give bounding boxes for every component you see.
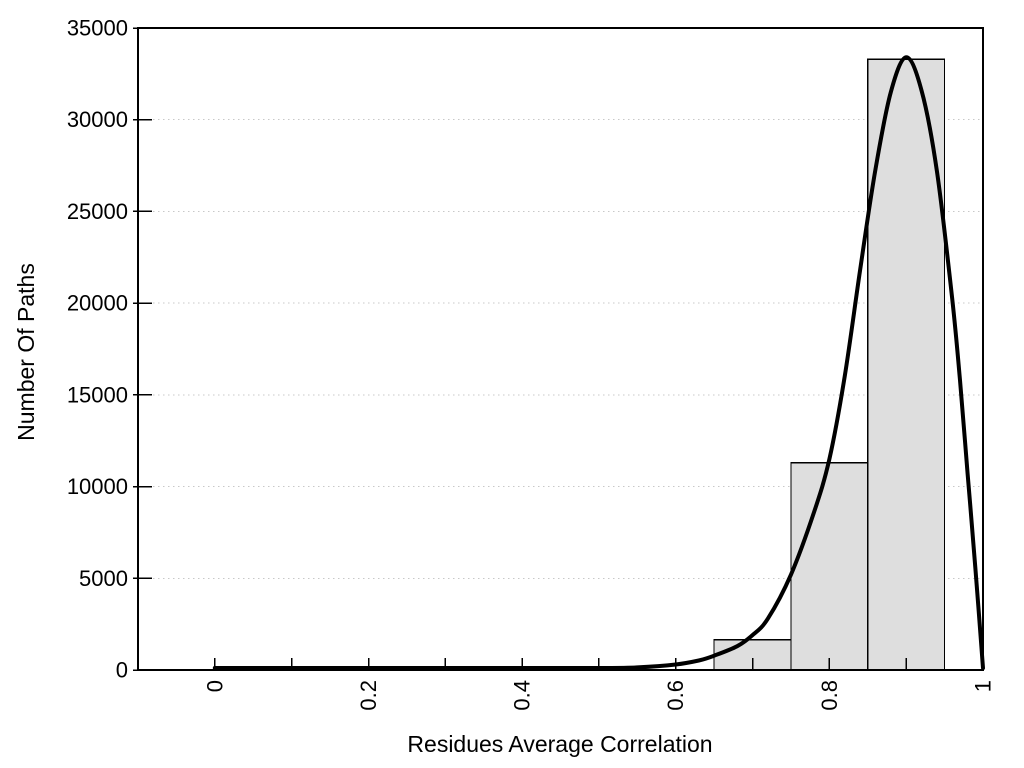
histogram-bar-1 bbox=[790, 462, 869, 671]
plot-border bbox=[137, 27, 984, 671]
x-tick-label-0: 0 bbox=[202, 680, 227, 692]
histogram-bars-layer bbox=[713, 58, 946, 671]
fit-curve-layer bbox=[212, 55, 985, 670]
y-tick-label-5000: 5000 bbox=[79, 566, 128, 591]
histogram-bar-2 bbox=[867, 58, 946, 671]
x-tick-label-0.8: 0.8 bbox=[817, 680, 842, 711]
x-tick-label-0.4: 0.4 bbox=[510, 680, 535, 711]
ticks-layer bbox=[133, 27, 984, 671]
tick-labels-layer: 0 0.2 0.4 0.6 0.8 1 0 5000 10000 15000 20000 25000 3… bbox=[67, 16, 996, 711]
gridlines-layer bbox=[138, 119, 983, 579]
y-tick-label-25000: 25000 bbox=[67, 199, 128, 224]
density-fit-curve bbox=[212, 55, 985, 670]
x-tick-label-1: 1 bbox=[971, 680, 996, 692]
y-tick-label-10000: 10000 bbox=[67, 474, 128, 499]
y-tick-label-0: 0 bbox=[116, 658, 128, 683]
x-tick-label-0.2: 0.2 bbox=[356, 680, 381, 711]
y-tick-label-15000: 15000 bbox=[67, 382, 128, 407]
x-axis-title: Residues Average Correlation bbox=[407, 731, 712, 757]
x-tick-label-0.6: 0.6 bbox=[663, 680, 688, 711]
y-tick-label-35000: 35000 bbox=[67, 16, 128, 41]
plot-frame-layer bbox=[137, 27, 984, 671]
y-tick-label-30000: 30000 bbox=[67, 107, 128, 132]
y-axis-title: Number Of Paths bbox=[13, 263, 39, 441]
y-tick-label-20000: 20000 bbox=[67, 291, 128, 316]
